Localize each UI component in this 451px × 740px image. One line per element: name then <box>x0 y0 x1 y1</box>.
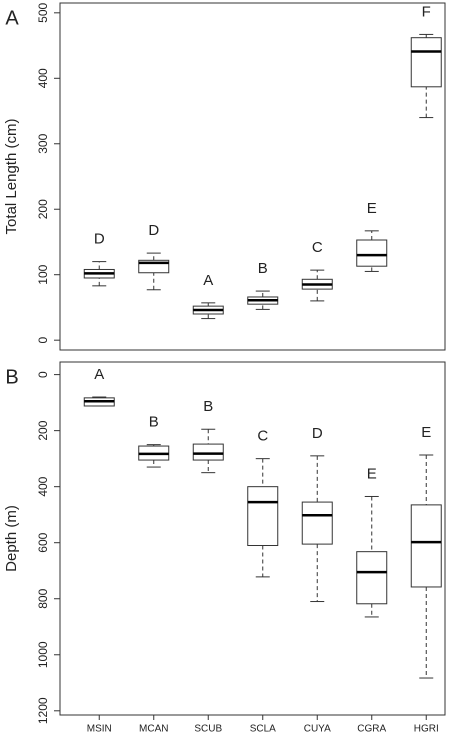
x-tick-label: SCUB <box>194 724 222 735</box>
y-tick-label: 0 <box>36 371 50 378</box>
group-letter: A <box>203 272 213 289</box>
group-letter: C <box>257 428 268 445</box>
y-axis-label: Depth (m) <box>3 505 20 572</box>
x-tick-label: MCAN <box>139 724 168 735</box>
y-tick-label: 100 <box>36 264 50 284</box>
group-letter: A <box>94 366 104 383</box>
group-letter: C <box>312 239 323 256</box>
y-tick-label: 500 <box>36 2 50 22</box>
plot-frame <box>59 361 446 716</box>
panel-label: A <box>5 7 19 29</box>
box <box>247 486 279 547</box>
box <box>192 443 224 461</box>
group-letter: E <box>367 465 377 482</box>
group-letter: D <box>312 425 323 442</box>
y-tick-label: 300 <box>36 133 50 153</box>
box <box>356 239 388 267</box>
y-tick-label: 400 <box>36 476 50 496</box>
x-tick-label: SCLA <box>250 724 276 735</box>
x-tick-label: MSIN <box>87 724 112 735</box>
y-tick-label: 0 <box>36 337 50 344</box>
x-tick-label: HGRI <box>414 724 439 735</box>
group-letter: B <box>203 398 213 415</box>
y-tick-label: 400 <box>36 68 50 88</box>
x-tick-label: CUYA <box>304 724 331 735</box>
y-tick-label: 600 <box>36 532 50 552</box>
x-tick-label: CGRA <box>357 724 386 735</box>
group-letter: B <box>149 414 159 431</box>
group-letter: D <box>148 222 159 239</box>
group-letter: B <box>258 260 268 277</box>
y-tick-label: 1200 <box>36 697 50 724</box>
group-letter: F <box>422 3 431 20</box>
y-tick-label: 200 <box>36 199 50 219</box>
box <box>301 501 333 545</box>
group-letter: E <box>367 200 377 217</box>
box <box>410 37 442 88</box>
box <box>356 551 388 605</box>
panel-label: B <box>5 366 18 388</box>
plot-frame <box>59 2 446 351</box>
y-tick-label: 800 <box>36 588 50 608</box>
y-tick-label: 200 <box>36 420 50 440</box>
group-letter: D <box>94 231 105 248</box>
y-axis-label: Total Length (cm) <box>3 119 20 235</box>
y-tick-label: 1000 <box>36 641 50 668</box>
box <box>410 504 442 588</box>
group-letter: E <box>421 424 431 441</box>
